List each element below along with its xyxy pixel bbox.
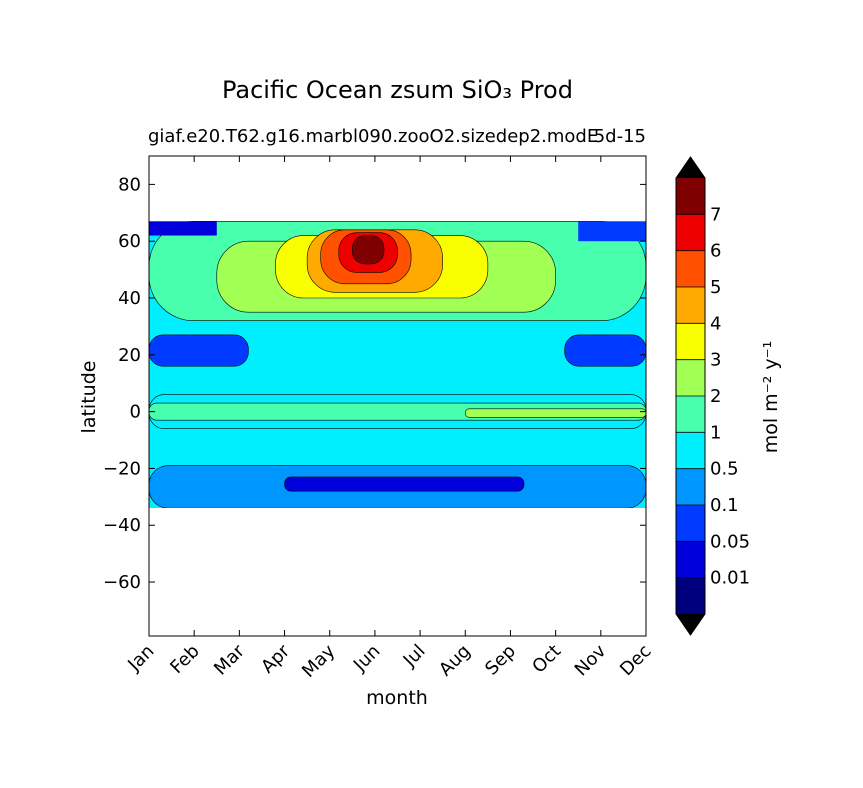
colorbar-frame — [675, 156, 706, 636]
plot-frame — [148, 155, 647, 637]
y-tick-label: 60 — [118, 231, 141, 252]
x-tick-label: Sep — [481, 641, 520, 680]
x-tick-label: May — [298, 640, 339, 681]
x-tick-label: Jun — [349, 641, 384, 676]
contour-band — [578, 221, 646, 242]
colorbar-extend-max — [676, 157, 705, 178]
y-axis-label: latitude — [78, 361, 100, 434]
colorbar-tick-label: 0.05 — [710, 531, 750, 552]
contour-band — [149, 221, 217, 236]
plot-area — [148, 155, 647, 637]
colorbar-tick-label: 7 — [710, 204, 721, 225]
contour-band — [284, 476, 525, 492]
chart-subtitle: giaf.e20.T62.g16.marbl090.zooO2.sizedep2… — [148, 126, 599, 147]
chart-title: Pacific Ocean zsum SiO₃ Prod — [222, 76, 573, 104]
colorbar-extend-min — [676, 614, 705, 635]
y-tick-label: −40 — [103, 515, 141, 536]
colorbar: 0.01 0.05 0.1 0.5 1 2 3 4 5 6 7 — [675, 156, 750, 636]
colorbar-segment — [676, 432, 705, 470]
colorbar-segment — [676, 577, 705, 615]
contour-band — [149, 334, 249, 367]
y-tick-label: −60 — [103, 572, 141, 593]
x-tick-label: Jan — [123, 641, 158, 676]
colorbar-segment — [676, 541, 705, 579]
colorbar-tick-label: 6 — [710, 241, 721, 262]
y-axis: 80 60 40 20 0 −20 −40 −60 — [103, 174, 646, 593]
x-axis-label: month — [366, 687, 428, 709]
y-tick-label: 0 — [130, 402, 141, 423]
data-layer — [149, 221, 646, 508]
colorbar-segment — [676, 396, 705, 433]
colorbar-tick-label: 0.01 — [710, 568, 750, 589]
colorbar-segment — [676, 323, 705, 361]
colorbar-segment — [676, 468, 705, 506]
x-tick-label: Feb — [166, 641, 203, 678]
colorbar-tick-label: 2 — [710, 386, 721, 407]
contour-band — [464, 408, 646, 418]
colorbar-tick-label: 3 — [710, 350, 721, 371]
colorbar-segment — [676, 214, 705, 252]
y-tick-label: 20 — [118, 345, 141, 366]
colorbar-segment — [676, 178, 705, 215]
x-tick-label: Mar — [210, 640, 249, 679]
colorbar-tick-label: 0.1 — [710, 495, 739, 516]
x-tick-label: Dec — [616, 641, 655, 680]
colorbar-segment — [676, 287, 705, 324]
colorbar-segment — [676, 359, 705, 397]
colorbar-segment — [676, 250, 705, 288]
contour-band — [564, 334, 646, 367]
x-tick-label: Oct — [528, 641, 565, 678]
colorbar-tick-label: 1 — [710, 422, 721, 443]
colorbar-tick-label: 4 — [710, 313, 721, 334]
y-tick-label: 40 — [118, 288, 141, 309]
y-tick-label: −20 — [103, 458, 141, 479]
contour-band — [352, 235, 385, 265]
x-tick-label: Apr — [257, 640, 294, 677]
y-tick-label: 80 — [118, 174, 141, 195]
x-tick-label: Nov — [571, 640, 611, 680]
colorbar-segment — [676, 505, 705, 542]
x-tick-label: Jul — [399, 641, 430, 672]
colorbar-tick-label: 5 — [710, 277, 721, 298]
colorbar-label: mol m⁻² y⁻¹ — [760, 341, 782, 454]
chart-subtitle-right: 5d-15 — [593, 126, 646, 147]
x-tick-label: Aug — [435, 641, 475, 681]
colorbar-tick-label: 0.5 — [710, 459, 739, 480]
